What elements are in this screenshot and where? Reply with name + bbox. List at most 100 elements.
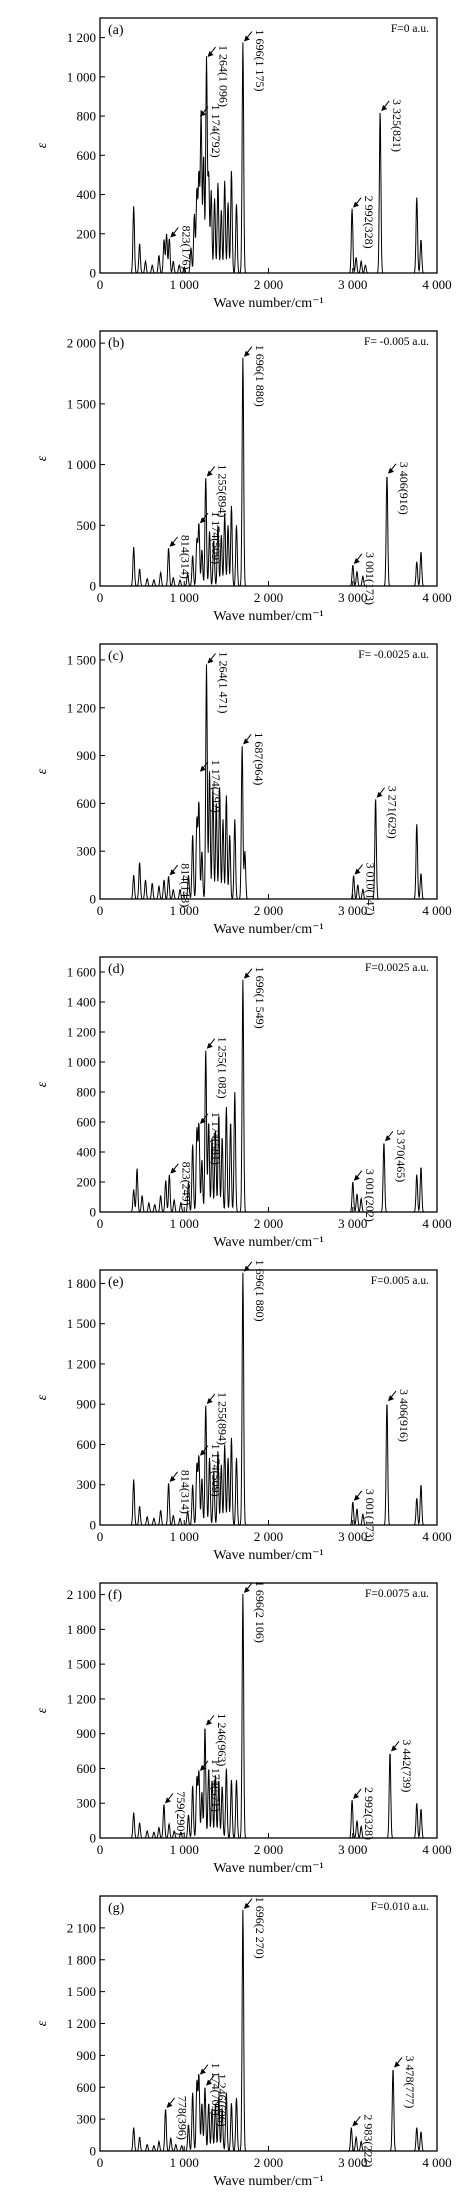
annotation-arrowhead (384, 1135, 391, 1142)
y-tick-label: 0 (90, 1518, 97, 1533)
y-tick-label: 600 (77, 2080, 97, 2095)
y-tick-label: 400 (77, 187, 97, 202)
x-tick-label: 0 (97, 590, 104, 605)
y-tick-label: 1 200 (67, 30, 96, 45)
plot-frame (99, 956, 438, 1213)
x-tick-label: 2 000 (254, 590, 283, 605)
x-tick-label: 4 000 (422, 2155, 451, 2170)
y-tick-label: 1 600 (67, 965, 96, 980)
field-label: F=0.005 a.u. (371, 1275, 429, 1287)
peak-annotation: 3 271(629) (376, 786, 400, 839)
annotation-label: 3 406(916) (397, 462, 411, 515)
plot-frame (99, 1269, 438, 1526)
x-axis-label: Wave number/cm⁻¹ (213, 1235, 323, 1250)
x-tick-label: 3 000 (338, 1842, 367, 1857)
annotation-label: 1 696(2 106) (253, 1581, 267, 1643)
peak-annotation: 3 010(147) (354, 863, 378, 916)
y-tick-label: 300 (77, 844, 97, 859)
x-tick-label: 0 (97, 277, 104, 292)
peak-annotation: 1 696(1 549) (243, 967, 267, 1029)
x-tick-label: 0 (97, 903, 104, 918)
annotation-label: 3 001(202) (363, 1169, 377, 1222)
annotation-arrowhead (243, 350, 250, 357)
spectrum-line (100, 357, 437, 587)
y-axis-label: ε (35, 1394, 50, 1400)
peak-annotation: 823(249) (170, 1162, 193, 1206)
x-tick-label: 3 000 (338, 903, 367, 918)
annotation-label: 3 271(629) (386, 786, 400, 839)
peak-annotation: 1 696(1 880) (243, 345, 267, 407)
peak-annotation: 1 246(606) (205, 2074, 229, 2127)
x-tick-label: 1 000 (170, 1842, 199, 1857)
x-tick-label: 4 000 (422, 590, 451, 605)
y-tick-label: 300 (77, 2112, 97, 2127)
peak-annotation: 1 696(2 270) (243, 1897, 267, 1959)
annotation-label: 778(396) (176, 2096, 190, 2140)
y-tick-label: 0 (90, 1205, 97, 1220)
plot-frame (99, 1582, 438, 1839)
y-tick-label: 600 (77, 1115, 97, 1130)
annotation-label: 3 001(173) (363, 552, 377, 605)
annotation-arrowhead (199, 765, 206, 772)
x-tick-label: 0 (97, 1842, 104, 1857)
y-tick-label: 1 800 (67, 1276, 96, 1291)
annotation-label: 2 983(222) (361, 2114, 375, 2167)
x-tick-label: 3 000 (338, 277, 367, 292)
x-axis-label: Wave number/cm⁻¹ (213, 296, 323, 311)
panel-label: (g) (108, 1901, 125, 1916)
peak-annotation: 1 255(894) (206, 1392, 230, 1445)
annotation-arrowhead (394, 2061, 401, 2068)
plot-frame (99, 330, 438, 587)
x-tick-label: 4 000 (422, 903, 451, 918)
peak-annotation: 3 370(465) (384, 1129, 408, 1182)
y-tick-label: 0 (90, 579, 97, 594)
peak-annotation: 1 174(792) (199, 760, 223, 813)
y-tick-label: 1 000 (67, 1055, 96, 1070)
annotation-label: 1 264(1 096) (216, 45, 230, 107)
annotation-arrowhead (205, 1719, 212, 1726)
annotation-arrowhead (243, 738, 250, 745)
annotation-label: 1 174(581) (209, 1112, 223, 1165)
x-axis-label: Wave number/cm⁻¹ (213, 2174, 323, 2189)
y-tick-label: 600 (77, 1437, 97, 1452)
x-tick-label: 3 000 (338, 1216, 367, 1231)
y-tick-label: 0 (90, 2144, 97, 2159)
x-tick-label: 1 000 (170, 1529, 199, 1544)
y-tick-label: 1 200 (67, 1691, 96, 1706)
x-tick-label: 2 000 (254, 277, 283, 292)
x-tick-label: 4 000 (422, 1842, 451, 1857)
annotation-arrowhead (206, 1042, 213, 1049)
y-tick-label: 1 500 (67, 1657, 96, 1672)
y-tick-label: 800 (77, 109, 97, 124)
annotation-arrowhead (199, 517, 206, 524)
field-label: F=0.0075 a.u. (365, 1588, 429, 1600)
peak-annotation: 759(290) (164, 1791, 188, 1835)
x-axis-label: Wave number/cm⁻¹ (213, 609, 323, 624)
peak-annotation: 2 992(328) (353, 196, 376, 249)
peak-annotation: 1 174(792) (199, 105, 223, 158)
annotation-arrowhead (387, 1395, 394, 1402)
x-tick-label: 0 (97, 1216, 104, 1231)
x-tick-label: 1 000 (170, 1216, 199, 1231)
annotation-label: 1 696(1 880) (253, 345, 267, 407)
y-tick-label: 900 (77, 1397, 97, 1412)
annotation-arrowhead (243, 35, 250, 42)
annotation-label: 3 406(916) (397, 1389, 411, 1442)
annotation-label: 823(249) (179, 1162, 193, 1206)
annotation-arrowhead (243, 1586, 250, 1593)
chart-panel-3: 0 1 000 2 000 3 000 4 000 0 200 400 600 800 1 000 1… (35, 956, 452, 1250)
peak-annotation: 814(314) (169, 535, 193, 579)
annotation-arrowhead (353, 557, 360, 564)
annotation-label: 1 696(2 270) (253, 1897, 267, 1959)
annotation-arrowhead (243, 1265, 250, 1272)
annotation-arrowhead (207, 657, 214, 664)
peak-annotation: 1 174(509) (199, 1444, 223, 1497)
y-tick-label: 400 (77, 1145, 97, 1160)
y-axis-label: ε (35, 768, 50, 774)
y-tick-label: 600 (77, 1761, 97, 1776)
annotation-arrowhead (170, 1167, 177, 1174)
x-tick-label: 1 000 (170, 590, 199, 605)
y-tick-label: 800 (77, 1085, 97, 1100)
y-tick-label: 200 (77, 1175, 97, 1190)
annotation-arrowhead (164, 1797, 171, 1804)
